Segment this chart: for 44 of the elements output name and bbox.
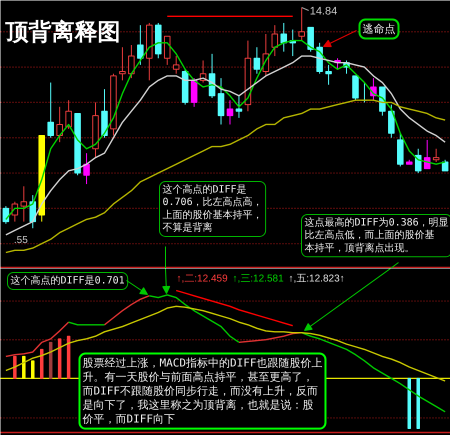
candlestick xyxy=(65,100,72,130)
candlestick xyxy=(272,24,278,57)
bar xyxy=(31,360,35,379)
candlestick xyxy=(137,24,144,66)
annotation: 股票经过上涨，MACD指标中的DIFF也跟随股价上升。有一天股价与前面高点持平，甚至更高了，而DIFF不跟随股价同步行走，而没有上升，反而是向下了，我这里称之为顶背离，也就是说：股价平，而DIFF向下 xyxy=(82,356,322,426)
annotation: 这点最高的DIFF为0.386，明显比左高点低，而上面的股价基本持平，顶背离点出现。 xyxy=(304,216,449,254)
bar xyxy=(66,336,70,379)
candlestick xyxy=(47,82,54,138)
bar xyxy=(13,356,17,379)
bar xyxy=(416,378,420,429)
candlestick xyxy=(254,46,260,74)
bar xyxy=(22,356,26,379)
candlestick xyxy=(388,104,395,138)
annotation: 逃命点 xyxy=(362,22,396,36)
candlestick xyxy=(352,75,359,101)
bar xyxy=(48,342,52,379)
text: ↑,三:12.581 xyxy=(232,274,284,284)
text: .55 xyxy=(14,235,28,246)
candlestick xyxy=(307,26,314,52)
text: 这个高点的DIFF是0.701 xyxy=(10,274,125,286)
candlestick xyxy=(119,46,126,81)
candlestick xyxy=(236,95,242,118)
bar xyxy=(408,378,412,429)
annotation: 14.84 xyxy=(310,6,338,18)
bar xyxy=(58,338,62,379)
annotation: 这个高点的DIFF是0.706，比左高点高，上面的股价基本持平，不算是背离 xyxy=(162,184,263,234)
candlestick xyxy=(83,152,90,185)
candlestick xyxy=(172,56,180,74)
candlestick xyxy=(218,78,224,125)
candlestick xyxy=(128,44,135,79)
candlestick xyxy=(226,100,234,125)
candlestick xyxy=(20,186,28,222)
text: ↑,二:12.459 xyxy=(176,274,228,284)
candlestick xyxy=(280,22,288,52)
candlestick xyxy=(164,36,171,66)
bar xyxy=(40,348,44,379)
candlestick xyxy=(325,64,332,86)
candlestick xyxy=(190,78,198,108)
candlestick xyxy=(2,206,10,224)
candlestick xyxy=(442,159,448,172)
candlestick xyxy=(432,148,440,163)
text: 顶背离释图 xyxy=(4,18,120,46)
text: ↑,五:12.823↑ xyxy=(288,274,345,284)
candlestick xyxy=(298,7,305,42)
